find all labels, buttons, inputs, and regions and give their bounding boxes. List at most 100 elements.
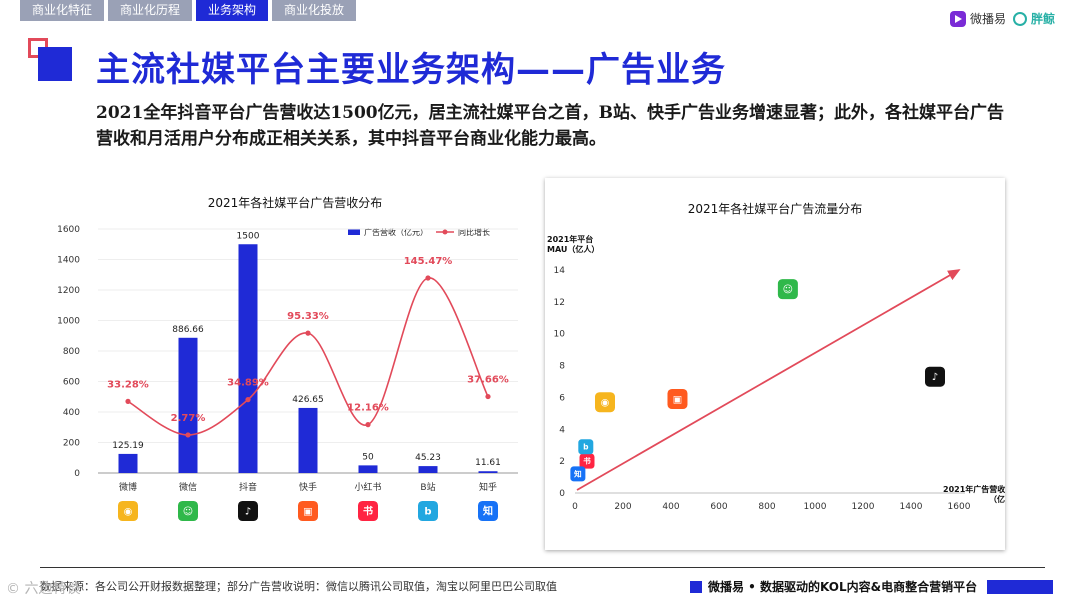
y-tick-label: 2 <box>559 457 565 467</box>
kuaishou-icon-glyph: ▣ <box>673 394 682 405</box>
bar-value-label: 426.65 <box>292 395 324 405</box>
y-tick-label: 400 <box>63 408 80 418</box>
page-title: 主流社媒平台主要业务架构——广告业务 <box>96 50 726 90</box>
title-decoration-square <box>38 47 72 81</box>
page-description: 2021全年抖音平台广告营收达1500亿元，居主流社媒平台之首，B站、快手广告业… <box>96 103 1004 149</box>
xiaohongshu-icon: 书 <box>358 501 378 521</box>
xiaohongshu-icon-bg <box>579 453 595 469</box>
bar-4 <box>358 465 378 473</box>
bilibili-icon-glyph: b <box>583 442 589 451</box>
wechat-icon-glyph: ☺ <box>183 506 193 517</box>
traffic-chart-points: ◉ ☺ ♪ ▣ 书b 知 <box>570 279 945 482</box>
douyin-icon-bg <box>238 501 258 521</box>
growth-line-series: 33.28% 2.77% 34.89% 95.33% 12.16% 145.47% 37.6… <box>107 256 509 438</box>
bar-3 <box>298 407 318 473</box>
bilibili-icon-bg <box>418 501 438 521</box>
y-tick-label: 8 <box>559 362 565 372</box>
footer-divider <box>40 567 1045 568</box>
growth-line <box>127 277 489 436</box>
tab-commercial-features[interactable]: 商业化特征 <box>20 0 105 21</box>
bilibili-icon: b <box>578 439 594 455</box>
weiboyi-logo-text: 微播易 <box>970 12 1007 26</box>
x-tick-label: 1200 <box>852 502 875 512</box>
traffic-chart-x-axis: 0 200 400 600 800 1000 1200 1400 1600 <box>572 502 971 512</box>
trend-arrow <box>576 269 961 491</box>
legend-line-marker <box>442 229 448 235</box>
weiboyi-logo: 微播易 <box>950 10 1006 27</box>
y-tick-label: 4 <box>559 425 565 435</box>
y-tick-label: 1600 <box>57 225 80 235</box>
xiaohongshu-icon-glyph: 书 <box>363 504 373 517</box>
kuaishou-icon: ▣ <box>667 389 688 410</box>
growth-point-6 <box>485 393 491 400</box>
bar-5 <box>418 466 438 473</box>
revenue-chart-y-axis: 0 200 400 600 800 1000 1200 1400 1600 <box>57 225 80 479</box>
x-tick-label: 800 <box>758 502 775 512</box>
zhihu-icon-glyph: 知 <box>482 504 493 517</box>
data-source-note: 数据来源：各公司公开财报数据整理；部分广告营收说明：微信以腾讯公司取值，淘宝以阿… <box>40 580 557 593</box>
x-tick-label: 快手 <box>299 481 317 493</box>
bilibili-icon: b <box>418 501 438 521</box>
y-tick-label: 1400 <box>57 256 80 266</box>
brand-bar-decoration <box>987 579 1054 594</box>
zhihu-icon-glyph: 知 <box>574 468 582 478</box>
zhihu-icon: 知 <box>478 501 498 521</box>
legend-line-label: 同比增长 <box>458 227 490 237</box>
brand-square-icon <box>690 580 702 593</box>
pangzhi-logo-text: 胖鲸 <box>1031 12 1056 26</box>
y-tick-label: 10 <box>554 330 566 340</box>
bar-value-label: 11.61 <box>475 458 501 468</box>
x-tick-label: 200 <box>614 502 631 512</box>
wechat-icon-glyph: ☺ <box>783 285 793 296</box>
x-tick-label: 400 <box>662 502 679 512</box>
xiaohongshu-icon: 书 <box>579 453 595 469</box>
bar-1 <box>178 337 198 473</box>
x-tick-label: 小红书 <box>354 481 381 493</box>
y-tick-label: 1200 <box>57 286 80 296</box>
y-tick-label: 800 <box>63 347 80 357</box>
footer-brand-text: 微播易 • 数据驱动的KOL内容&电商整合营销平台 <box>708 580 978 594</box>
x-tick-label: 微博 <box>119 481 137 493</box>
x-tick-label: 知乎 <box>479 481 497 493</box>
tab-bar: 商业化特征 商业化历程 业务架构 商业化投放 <box>20 0 357 21</box>
douyin-icon: ♪ <box>238 501 258 521</box>
wechat-icon-bg <box>178 501 198 521</box>
legend-bar-swatch <box>348 229 360 235</box>
douyin-icon-glyph: ♪ <box>245 506 251 517</box>
tab-business-structure[interactable]: 业务架构 <box>196 0 269 21</box>
y-tick-label: 0 <box>559 489 565 499</box>
tab-commercial-history[interactable]: 商业化历程 <box>108 0 193 21</box>
zhihu-icon-bg <box>478 501 498 521</box>
y-tick-label: 14 <box>554 266 566 276</box>
kuaishou-icon-bg <box>667 389 688 410</box>
xiaohongshu-icon-glyph: 书 <box>583 456 591 466</box>
y-tick-label: 1000 <box>57 317 80 327</box>
bar-value-label: 45.23 <box>415 453 441 463</box>
bar-value-label: 125.19 <box>112 441 144 451</box>
x-tick-label: 0 <box>572 502 578 512</box>
douyin-icon-glyph: ♪ <box>932 372 938 383</box>
growth-point-3 <box>305 330 311 336</box>
douyin-icon: ♪ <box>925 366 945 387</box>
kuaishou-icon: ▣ <box>298 501 318 521</box>
x-tick-label: 1400 <box>900 502 923 512</box>
traffic-chart-title: 2021年各社媒平台广告流量分布 <box>688 201 863 216</box>
revenue-chart-bars: 125.19 886.66 1500 426.65 50 45.23 11.61 <box>112 231 501 473</box>
y-tick-label: 200 <box>63 439 80 449</box>
x-tick-label: 抖音 <box>239 481 257 493</box>
y-tick-label: 12 <box>554 298 565 308</box>
revenue-chart-legend: 广告营收（亿元） 同比增长 <box>348 227 490 237</box>
bar-0 <box>118 453 138 473</box>
tab-commercial-placement[interactable]: 商业化投放 <box>272 0 357 21</box>
bar-value-label: 50 <box>362 452 374 462</box>
zhihu-icon-bg <box>570 466 586 482</box>
watermark: © 六边特谈 <box>6 581 81 597</box>
pangzhi-logo: 胖鲸 <box>1013 10 1055 27</box>
growth-label: 2.77% <box>171 413 206 424</box>
growth-point-5 <box>425 275 431 281</box>
bar-2 <box>238 244 258 473</box>
bar-value-label: 1500 <box>237 231 260 241</box>
growth-label: 95.33% <box>287 311 329 322</box>
revenue-chart-panel: 2021年各社媒平台广告营收分布 广告营收（亿元） 同比增长 0 200 400 60… <box>50 178 540 550</box>
growth-label: 145.47% <box>404 256 453 267</box>
